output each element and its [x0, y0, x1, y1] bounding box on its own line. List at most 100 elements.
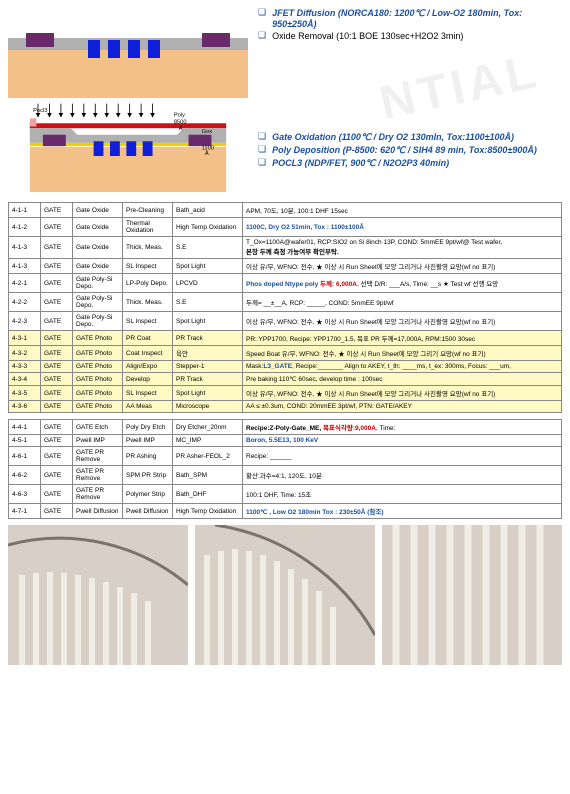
- table-row: 4-1-2GATEGate OxideThermal OxidationHigh…: [9, 218, 562, 237]
- table-row: 4-2-3GATEGate Poly-Si Depo.SL InspectSpo…: [9, 312, 562, 331]
- process-table-2: 4-4-1GATEGATE EtchPoly Dry EtchDry Etche…: [8, 419, 562, 519]
- table-cell: Stepper-1: [173, 361, 243, 373]
- table-row: 4-3-4GATEGATE PhotoDevelopPR TrackPre ba…: [9, 373, 562, 386]
- table-cell: Recipe:Z-Poly-Gate_ME, 목표식각량:9,000A, Tim…: [243, 420, 562, 435]
- table-cell: SL Inspect: [123, 386, 173, 401]
- note-text: POCL3 (NDP/FET, 900℃ / N2O2P3 40min): [272, 158, 449, 169]
- table-cell: GATE: [41, 420, 73, 435]
- table-cell: 4-3-4: [9, 373, 41, 386]
- table-cell: Gate Poly-Si Depo.: [73, 293, 123, 312]
- table-cell: Gate Poly-Si Depo.: [73, 274, 123, 293]
- table-cell: GATE PR Remove: [73, 447, 123, 466]
- section-1: ❏ JFET Diffusion (NORCA180: 1200℃ / Low-…: [8, 8, 562, 98]
- table-cell: GATE Photo: [73, 346, 123, 361]
- table-cell: Dry Etcher_20nm: [173, 420, 243, 435]
- table-cell: 4-6-3: [9, 485, 41, 504]
- table-cell: PR Track: [173, 373, 243, 386]
- table-row: 4-3-6GATEGATE PhotoAA MeasMicroscopeAA ≤…: [9, 401, 562, 413]
- table-cell: Polymer Strip: [123, 485, 173, 504]
- table-cell: GATE: [41, 485, 73, 504]
- table-cell: Pwell Diffusion: [123, 504, 173, 519]
- table-cell: 1100℃ , Low O2 180min Tox : 230±50Å (참조): [243, 504, 562, 519]
- table-cell: AA ≤ ±0.3um, COND: 20mmEE 3pt/wf, PTN: G…: [243, 401, 562, 413]
- table-cell: Mask:L3_GATE, Recipe:_______ Align to AK…: [243, 361, 562, 373]
- table-cell: GATE: [41, 218, 73, 237]
- table-cell: Thick. Meas.: [123, 237, 173, 259]
- table-row: 4-1-1GATEGate OxidePre-CleaningBath_acid…: [9, 203, 562, 218]
- note-text: Gate Oxidation (1100℃ / Dry O2 130mIn, T…: [272, 132, 514, 143]
- table-cell: 4-3-2: [9, 346, 41, 361]
- note-line: ❏ JFET Diffusion (NORCA180: 1200℃ / Low-…: [258, 8, 562, 29]
- table-row: 4-2-2GATEGate Poly-Si Depo.Thick. Meas.S…: [9, 293, 562, 312]
- table-cell: 1100C, Dry O2 51min, Tox : 1100±100Å: [243, 218, 562, 237]
- table-cell: 4-3-1: [9, 331, 41, 346]
- table-cell: 두께= __±__A, RCP: _____, COND: 5mmEE 9pt/…: [243, 293, 562, 312]
- table-cell: Spot Light: [173, 312, 243, 331]
- table-cell: 4-3-3: [9, 361, 41, 373]
- table-cell: 이상 유/무, WFNO: 전수, ★ 이상 시 Run Sheet에 모양 그…: [243, 312, 562, 331]
- svg-text:Pocl3: Pocl3: [33, 108, 47, 114]
- table-cell: 4-3-6: [9, 401, 41, 413]
- table-cell: High Temp Oxidation: [173, 504, 243, 519]
- note-line: ❏ Poly Deposition (P-8500: 620℃ / SIH4 8…: [258, 145, 562, 156]
- bullet-icon: ❏: [258, 8, 266, 29]
- table-row: 4-5-1GATEPwell IMPPwell IMPMC_IMPBoron, …: [9, 435, 562, 447]
- note-text: Poly Deposition (P-8500: 620℃ / SIH4 89 …: [272, 145, 537, 156]
- table-cell: 4-1-1: [9, 203, 41, 218]
- table-cell: GATE: [41, 386, 73, 401]
- table-cell: 이상 유/무, WFNO: 전수, ★ 이상 시 Run Sheet에 모양 그…: [243, 386, 562, 401]
- section-2: Pocl3 Poly 8500 Å Gox 1100 Å ❏ Gate Oxid…: [8, 102, 562, 192]
- table-row: 4-6-3GATEGATE PR RemovePolymer StripBath…: [9, 485, 562, 504]
- table-cell: GATE: [41, 361, 73, 373]
- table-cell: Spot Light: [173, 259, 243, 274]
- table-cell: SPM PR Strip: [123, 466, 173, 485]
- table-cell: 4-1-3: [9, 259, 41, 274]
- table-cell: Pwell IMP: [123, 435, 173, 447]
- note-line: ❏ Gate Oxidation (1100℃ / Dry O2 130mIn,…: [258, 132, 562, 143]
- table-cell: Bath_DHF: [173, 485, 243, 504]
- table-row: 4-6-1GATEGATE PR RemovePR AshingPR Asher…: [9, 447, 562, 466]
- table-cell: GATE: [41, 259, 73, 274]
- table-cell: PR Coat: [123, 331, 173, 346]
- table-row: 4-3-3GATEGATE PhotoAlign/ExpoStepper-1Ma…: [9, 361, 562, 373]
- table-cell: 4-2-3: [9, 312, 41, 331]
- svg-text:Gox: Gox: [202, 129, 213, 135]
- table-row: 4-7-1GATEPwell DiffusionPwell DiffusionH…: [9, 504, 562, 519]
- bullet-icon: ❏: [258, 158, 266, 169]
- table-cell: GATE Photo: [73, 386, 123, 401]
- table-cell: Gate Oxide: [73, 218, 123, 237]
- table-cell: LP-Poly Depo.: [123, 274, 173, 293]
- table-cell: GATE: [41, 466, 73, 485]
- table-cell: GATE: [41, 312, 73, 331]
- table-cell: GATE: [41, 435, 73, 447]
- table-cell: GATE: [41, 203, 73, 218]
- table-row: 4-1-3GATEGate OxideSL InspectSpot Light이…: [9, 259, 562, 274]
- table-cell: GATE: [41, 274, 73, 293]
- table-cell: 4-2-1: [9, 274, 41, 293]
- note-text: JFET Diffusion (NORCA180: 1200℃ / Low-O2…: [272, 8, 562, 29]
- table-cell: Poly Dry Etch: [123, 420, 173, 435]
- table-cell: PR Track: [173, 331, 243, 346]
- table-row: 4-3-5GATEGATE PhotoSL InspectSpot Light이…: [9, 386, 562, 401]
- section-1-notes: ❏ JFET Diffusion (NORCA180: 1200℃ / Low-…: [258, 8, 562, 43]
- table-cell: GATE Etch: [73, 420, 123, 435]
- table-cell: GATE: [41, 237, 73, 259]
- table-cell: Gate Oxide: [73, 259, 123, 274]
- table-cell: 육안: [173, 346, 243, 361]
- table-cell: Gate Oxide: [73, 237, 123, 259]
- table-cell: Gate Oxide: [73, 203, 123, 218]
- table-row: 4-3-1GATEGATE PhotoPR CoatPR TrackPR: YP…: [9, 331, 562, 346]
- table-cell: High Temp Oxidation: [173, 218, 243, 237]
- table-row: 4-4-1GATEGATE EtchPoly Dry EtchDry Etche…: [9, 420, 562, 435]
- table-cell: Gate Poly-Si Depo.: [73, 312, 123, 331]
- table-cell: 4-6-1: [9, 447, 41, 466]
- table-cell: GATE: [41, 401, 73, 413]
- table-cell: 4-2-2: [9, 293, 41, 312]
- table-cell: Pwell IMP: [73, 435, 123, 447]
- svg-text:Å: Å: [205, 150, 209, 157]
- table-cell: GATE: [41, 293, 73, 312]
- table-cell: Pre baking 110℃ 60sec, develop time : 10…: [243, 373, 562, 386]
- diagram-2: Pocl3 Poly 8500 Å Gox 1100 Å: [8, 102, 248, 192]
- table-cell: GATE Photo: [73, 331, 123, 346]
- note-text: Oxide Removal (10:1 BOE 130sec+H2O2 3min…: [272, 31, 463, 41]
